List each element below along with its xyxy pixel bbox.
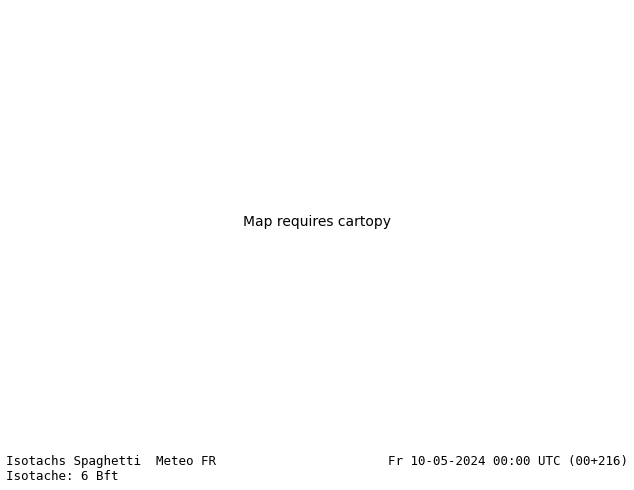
Text: Map requires cartopy: Map requires cartopy xyxy=(243,215,391,229)
Text: Fr 10-05-2024 00:00 UTC (00+216): Fr 10-05-2024 00:00 UTC (00+216) xyxy=(387,455,628,468)
Text: Isotachs Spaghetti  Meteo FR: Isotachs Spaghetti Meteo FR xyxy=(6,455,216,468)
Text: Isotache: 6 Bft: Isotache: 6 Bft xyxy=(6,470,119,483)
